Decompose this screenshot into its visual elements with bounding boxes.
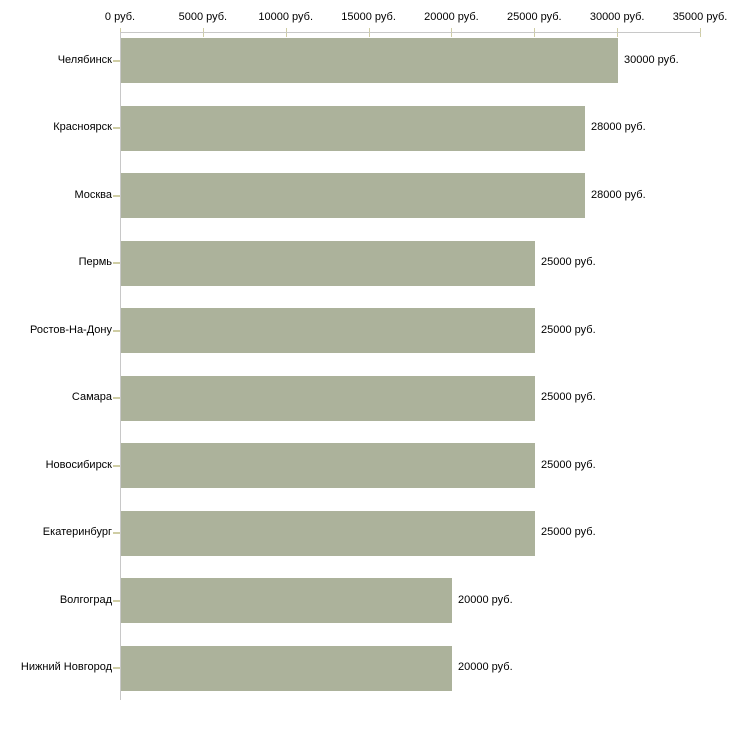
y-axis-tick-mark	[113, 667, 120, 669]
y-axis-tick-mark	[113, 262, 120, 264]
value-label: 28000 руб.	[591, 121, 646, 133]
bar	[121, 308, 535, 353]
value-label: 25000 руб.	[541, 391, 596, 403]
y-axis-tick-mark	[113, 195, 120, 197]
x-axis-tick-label: 20000 руб.	[424, 11, 479, 23]
x-axis-tick-label: 30000 руб.	[589, 11, 645, 23]
value-label: 28000 руб.	[591, 189, 646, 201]
bar	[121, 38, 618, 83]
category-label: Москва	[74, 189, 112, 201]
x-axis-tick-label: 35000 руб.	[672, 11, 728, 23]
category-label: Челябинск	[57, 54, 112, 66]
x-axis-tick-label: 15000 руб.	[341, 11, 396, 23]
value-label: 25000 руб.	[541, 256, 596, 268]
value-label: 25000 руб.	[541, 526, 596, 538]
x-axis-tick-label: 10000 руб.	[258, 11, 314, 23]
x-axis-tick-label: 25000 руб.	[506, 11, 562, 23]
value-label: 20000 руб.	[458, 661, 513, 673]
category-label: Красноярск	[53, 121, 112, 133]
bar	[121, 578, 452, 623]
x-axis-tick-label: 0 руб.	[104, 11, 136, 23]
category-label: Ростов-На-Дону	[29, 324, 112, 336]
bar	[121, 443, 535, 488]
bar	[121, 173, 585, 218]
bar	[121, 376, 535, 421]
category-label: Самара	[71, 391, 112, 403]
category-label: Пермь	[78, 256, 112, 268]
bar	[121, 511, 535, 556]
bar	[121, 646, 452, 691]
value-label: 25000 руб.	[541, 324, 596, 336]
x-axis-line	[120, 32, 701, 33]
y-axis-tick-mark	[113, 600, 120, 602]
value-label: 20000 руб.	[458, 594, 513, 606]
y-axis-tick-mark	[113, 397, 120, 399]
bar	[121, 241, 535, 286]
y-axis-tick-mark	[113, 127, 120, 129]
x-axis-tick-label: 5000 руб.	[178, 11, 228, 23]
bar	[121, 106, 585, 151]
category-label: Нижний Новгород	[20, 661, 112, 673]
category-label: Новосибирск	[45, 459, 112, 471]
category-label: Екатеринбург	[42, 526, 112, 538]
category-label: Волгоград	[59, 594, 112, 606]
y-axis-tick-mark	[113, 60, 120, 62]
y-axis-tick-mark	[113, 330, 120, 332]
value-label: 30000 руб.	[624, 54, 679, 66]
value-label: 25000 руб.	[541, 459, 596, 471]
y-axis-line	[120, 32, 121, 700]
y-axis-tick-mark	[113, 532, 120, 534]
y-axis-tick-mark	[113, 465, 120, 467]
